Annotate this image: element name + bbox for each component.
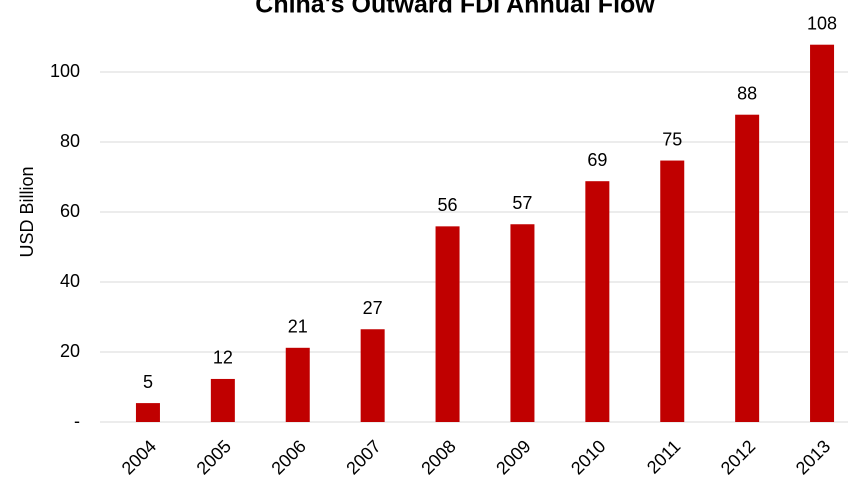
y-tick-label: 20 <box>60 341 80 361</box>
y-tick-label: - <box>74 411 80 431</box>
x-tick-label: 2013 <box>792 436 834 478</box>
data-label: 5 <box>143 372 153 392</box>
chart-title: China's Outward FDI Annual Flow <box>255 0 655 19</box>
bar <box>360 329 385 422</box>
data-label: 108 <box>807 13 837 33</box>
data-label: 21 <box>288 317 308 337</box>
x-tick-label: 2010 <box>567 436 609 478</box>
bar <box>210 378 235 422</box>
data-label: 88 <box>737 83 757 103</box>
x-tick-label: 2012 <box>717 436 759 478</box>
x-tick-label: 2004 <box>118 436 160 478</box>
x-tick-label: 2005 <box>193 436 235 478</box>
x-tick-label: 2009 <box>492 436 534 478</box>
y-axis-label: USD Billion <box>17 166 37 257</box>
bar <box>585 181 610 422</box>
bar <box>810 44 835 422</box>
data-label: 27 <box>363 298 383 318</box>
bar <box>735 114 760 422</box>
x-tick-label: 2011 <box>643 436 685 478</box>
x-tick-label: 2008 <box>417 436 459 478</box>
bar <box>435 226 460 422</box>
bar <box>135 403 160 422</box>
bar <box>285 347 310 422</box>
data-label: 57 <box>512 193 532 213</box>
y-tick-label: 40 <box>60 271 80 291</box>
y-tick-label: 60 <box>60 201 80 221</box>
data-label: 12 <box>213 348 233 368</box>
data-label: 69 <box>587 150 607 170</box>
data-label: 75 <box>662 129 682 149</box>
x-tick-label: 2006 <box>267 436 309 478</box>
bar <box>660 160 685 423</box>
data-label: 56 <box>438 195 458 215</box>
bar <box>510 224 535 422</box>
x-tick-label: 2007 <box>342 436 384 478</box>
y-tick-label: 100 <box>50 61 80 81</box>
y-tick-label: 80 <box>60 131 80 151</box>
